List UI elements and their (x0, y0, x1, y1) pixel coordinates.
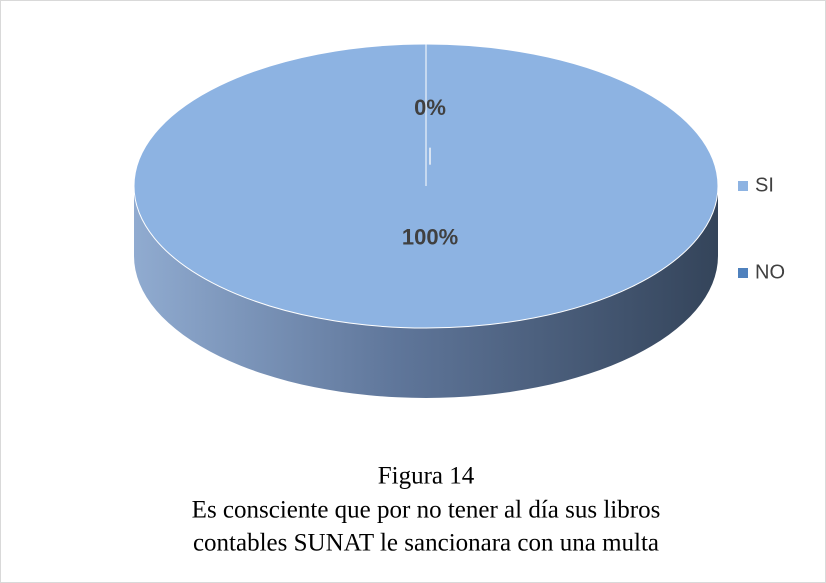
data-label: 100% (402, 224, 458, 249)
caption-line: contables SUNAT le sancionara con una mu… (193, 530, 659, 557)
legend-swatch (738, 268, 748, 278)
caption-title: Figura 14 (378, 463, 475, 490)
legend-label: NO (755, 261, 785, 283)
data-label: 0% (414, 95, 446, 120)
legend-label: SI (755, 174, 774, 196)
legend-swatch (738, 181, 748, 191)
caption-line: Es consciente que por no tener al día su… (192, 497, 661, 524)
pie: 100% 0% (133, 43, 719, 398)
pie-side (134, 186, 718, 398)
